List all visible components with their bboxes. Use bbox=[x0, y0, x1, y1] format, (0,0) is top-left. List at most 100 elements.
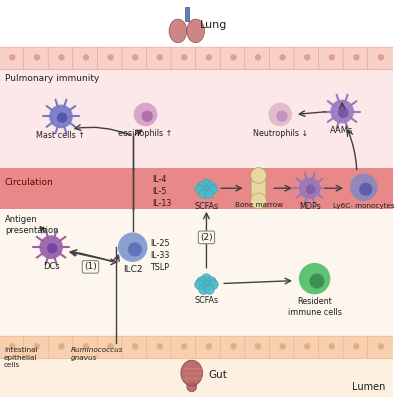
Circle shape bbox=[206, 277, 216, 286]
Circle shape bbox=[353, 343, 360, 350]
FancyBboxPatch shape bbox=[97, 336, 124, 359]
Circle shape bbox=[181, 343, 188, 350]
Circle shape bbox=[205, 190, 214, 198]
Circle shape bbox=[49, 105, 73, 128]
FancyBboxPatch shape bbox=[220, 47, 247, 70]
Text: (2): (2) bbox=[200, 233, 213, 242]
Text: Mast cells ↑: Mast cells ↑ bbox=[36, 131, 86, 140]
Circle shape bbox=[132, 343, 138, 350]
Circle shape bbox=[206, 54, 212, 60]
Circle shape bbox=[255, 54, 261, 60]
FancyBboxPatch shape bbox=[245, 47, 271, 70]
Text: Gut: Gut bbox=[208, 370, 227, 380]
Circle shape bbox=[328, 54, 335, 60]
Circle shape bbox=[34, 343, 40, 350]
Circle shape bbox=[304, 54, 310, 60]
Circle shape bbox=[280, 54, 286, 60]
Circle shape bbox=[181, 54, 188, 60]
FancyBboxPatch shape bbox=[48, 47, 75, 70]
FancyBboxPatch shape bbox=[196, 336, 222, 359]
FancyBboxPatch shape bbox=[24, 47, 50, 70]
FancyBboxPatch shape bbox=[171, 336, 198, 359]
Circle shape bbox=[304, 343, 310, 350]
FancyBboxPatch shape bbox=[220, 336, 247, 359]
FancyBboxPatch shape bbox=[0, 336, 26, 359]
FancyBboxPatch shape bbox=[294, 336, 320, 359]
Circle shape bbox=[198, 284, 208, 294]
FancyBboxPatch shape bbox=[318, 336, 345, 359]
Circle shape bbox=[359, 183, 372, 196]
Circle shape bbox=[128, 242, 142, 256]
Text: ILC2: ILC2 bbox=[123, 265, 142, 274]
Circle shape bbox=[299, 263, 330, 294]
Circle shape bbox=[39, 235, 63, 259]
Circle shape bbox=[306, 184, 316, 194]
Circle shape bbox=[134, 103, 157, 126]
Text: MDPs: MDPs bbox=[299, 202, 320, 211]
FancyBboxPatch shape bbox=[24, 336, 50, 359]
Circle shape bbox=[197, 277, 206, 286]
Text: Resident
immune cells: Resident immune cells bbox=[288, 297, 342, 318]
FancyBboxPatch shape bbox=[146, 47, 173, 70]
FancyBboxPatch shape bbox=[122, 336, 148, 359]
Circle shape bbox=[208, 280, 218, 290]
Circle shape bbox=[350, 174, 378, 201]
Text: Antigen
presentation: Antigen presentation bbox=[5, 215, 58, 235]
Bar bbox=[0, 209, 393, 337]
Text: AAMs: AAMs bbox=[330, 126, 354, 135]
Text: (1): (1) bbox=[84, 262, 97, 271]
FancyBboxPatch shape bbox=[368, 336, 394, 359]
Circle shape bbox=[199, 190, 208, 198]
Circle shape bbox=[268, 103, 292, 126]
Circle shape bbox=[251, 168, 266, 183]
FancyBboxPatch shape bbox=[245, 336, 271, 359]
Circle shape bbox=[207, 182, 216, 191]
Text: SCFAs: SCFAs bbox=[194, 202, 218, 211]
Bar bbox=[0, 168, 393, 209]
FancyBboxPatch shape bbox=[0, 47, 26, 70]
Circle shape bbox=[378, 54, 384, 60]
Circle shape bbox=[132, 54, 138, 60]
Bar bbox=[0, 358, 393, 397]
Circle shape bbox=[330, 100, 354, 123]
Circle shape bbox=[9, 343, 16, 350]
FancyBboxPatch shape bbox=[48, 336, 75, 359]
Circle shape bbox=[353, 54, 360, 60]
Circle shape bbox=[197, 182, 206, 191]
Circle shape bbox=[142, 110, 153, 122]
FancyBboxPatch shape bbox=[343, 336, 370, 359]
Circle shape bbox=[230, 54, 237, 60]
Text: Neutrophils ↓: Neutrophils ↓ bbox=[252, 129, 308, 138]
Text: Lung: Lung bbox=[200, 20, 227, 30]
FancyBboxPatch shape bbox=[185, 7, 189, 21]
Bar bbox=[0, 69, 393, 168]
FancyBboxPatch shape bbox=[269, 47, 296, 70]
FancyBboxPatch shape bbox=[368, 47, 394, 70]
FancyBboxPatch shape bbox=[73, 47, 99, 70]
FancyBboxPatch shape bbox=[196, 47, 222, 70]
Circle shape bbox=[338, 107, 348, 118]
Circle shape bbox=[276, 110, 288, 122]
Text: Bone marrow: Bone marrow bbox=[234, 202, 282, 208]
Bar bbox=[0, 3, 393, 48]
Circle shape bbox=[107, 54, 114, 60]
Circle shape bbox=[378, 343, 384, 350]
FancyBboxPatch shape bbox=[269, 336, 296, 359]
Circle shape bbox=[156, 54, 163, 60]
Circle shape bbox=[202, 179, 211, 188]
FancyBboxPatch shape bbox=[73, 336, 99, 359]
Text: IL-4
IL-5
IL-13: IL-4 IL-5 IL-13 bbox=[152, 176, 172, 208]
Circle shape bbox=[206, 343, 212, 350]
Text: Circulation: Circulation bbox=[5, 178, 54, 187]
FancyBboxPatch shape bbox=[146, 336, 173, 359]
Text: Ruminococcus
gnavus: Ruminococcus gnavus bbox=[71, 348, 123, 361]
Circle shape bbox=[209, 185, 218, 194]
Text: eosinophils ↑: eosinophils ↑ bbox=[118, 129, 173, 138]
FancyBboxPatch shape bbox=[251, 174, 266, 202]
FancyBboxPatch shape bbox=[97, 47, 124, 70]
Circle shape bbox=[47, 243, 58, 254]
Circle shape bbox=[309, 274, 324, 288]
Ellipse shape bbox=[187, 382, 197, 392]
Circle shape bbox=[328, 343, 335, 350]
Circle shape bbox=[58, 343, 65, 350]
